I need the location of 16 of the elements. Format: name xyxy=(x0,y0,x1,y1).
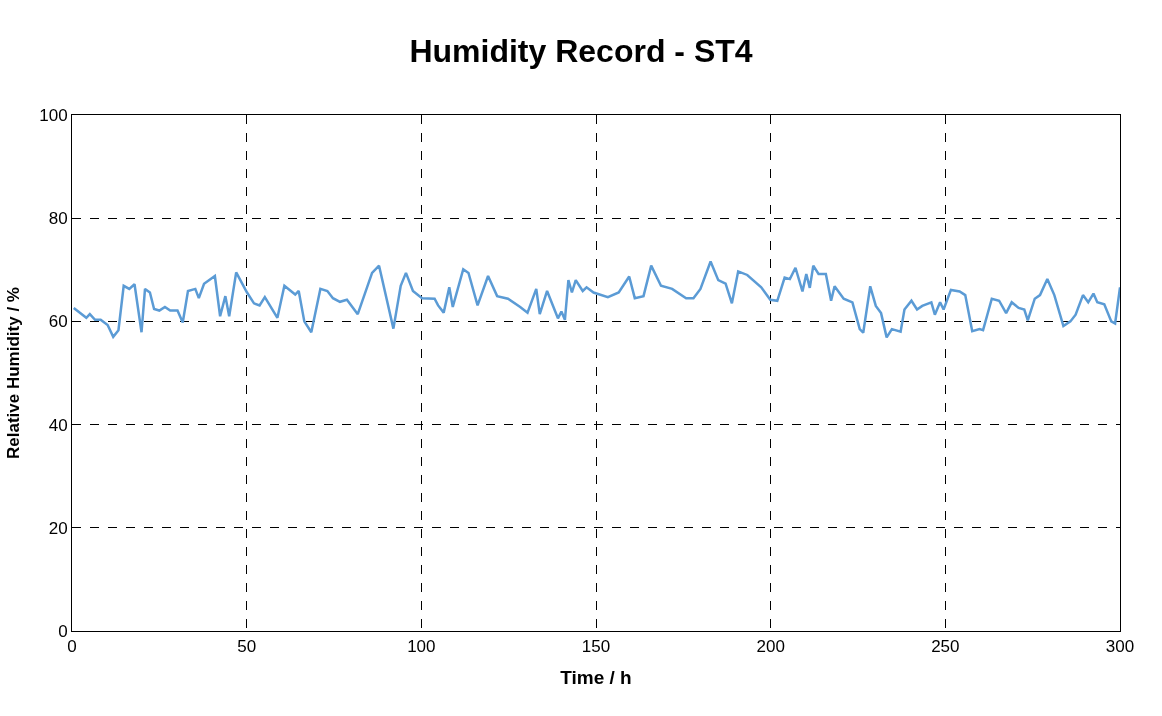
x-tick-label: 250 xyxy=(931,637,960,657)
y-tick-label: 20 xyxy=(48,518,68,538)
x-axis-title: Time / h xyxy=(560,667,632,689)
chart-title: Humidity Record - ST4 xyxy=(409,32,753,69)
y-tick-label: 100 xyxy=(39,105,68,125)
y-tick-label: 0 xyxy=(58,621,68,641)
x-tick-label: 50 xyxy=(237,637,257,657)
y-tick-label: 40 xyxy=(48,415,68,435)
x-tick-label: 200 xyxy=(756,637,785,657)
line-series xyxy=(72,260,1120,339)
y-tick-label: 80 xyxy=(48,209,68,229)
y-axis-title: Relative Humidity / % xyxy=(3,287,23,459)
x-tick-label: 150 xyxy=(581,637,611,657)
y-tick-label: 60 xyxy=(48,312,68,332)
x-tick-label: 300 xyxy=(1105,637,1135,657)
x-tick-label: 100 xyxy=(407,637,436,657)
